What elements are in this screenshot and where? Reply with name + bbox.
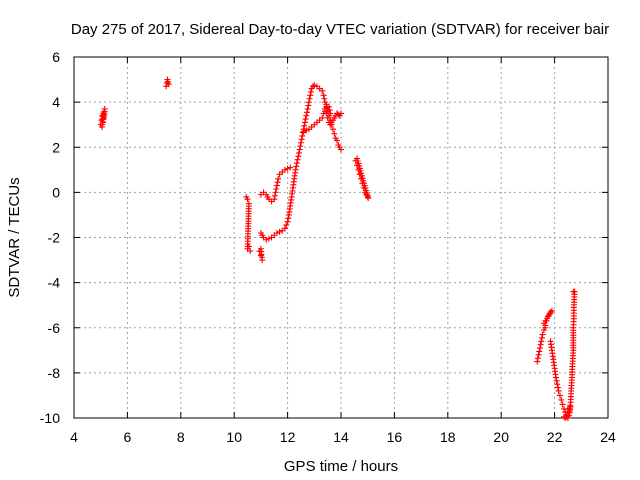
data-point	[330, 126, 336, 132]
data-point	[307, 92, 313, 98]
data-point	[556, 388, 562, 394]
x-tick-label: 8	[177, 429, 185, 445]
data-point	[272, 193, 278, 199]
y-tick-label: -4	[48, 275, 61, 291]
data-point	[321, 96, 327, 102]
data-point	[321, 92, 327, 98]
x-tick-label: 4	[70, 429, 78, 445]
y-tick-label: -6	[48, 320, 61, 336]
data-point	[285, 219, 291, 225]
data-point	[275, 179, 281, 185]
data-point	[534, 359, 540, 365]
data-point	[335, 112, 341, 118]
data-point	[299, 136, 305, 142]
data-point	[303, 116, 309, 122]
y-tick-label: -10	[40, 410, 60, 426]
x-tick-label: 16	[387, 429, 403, 445]
x-tick-label: 10	[226, 429, 242, 445]
data-point	[540, 332, 546, 338]
data-point	[293, 167, 299, 173]
data-point	[304, 109, 310, 115]
x-tick-label: 18	[440, 429, 456, 445]
data-point	[539, 335, 545, 341]
data-point	[294, 160, 300, 166]
data-point	[283, 222, 289, 228]
data-point	[560, 401, 566, 407]
series-sdtvar	[98, 77, 578, 421]
data-point	[555, 385, 561, 391]
data-point	[274, 183, 280, 189]
data-point	[331, 131, 337, 137]
data-point	[558, 397, 564, 403]
x-tick-label: 24	[600, 429, 616, 445]
data-point	[287, 165, 293, 171]
data-point	[297, 143, 303, 149]
y-axis-label: SDTVAR / TECUs	[6, 177, 23, 297]
data-point	[277, 229, 283, 235]
data-point	[273, 186, 279, 192]
data-point	[305, 103, 311, 109]
data-point	[535, 355, 541, 361]
y-tick-label: -8	[48, 365, 61, 381]
data-point	[266, 236, 272, 242]
x-tick-label: 14	[333, 429, 349, 445]
data-point	[308, 89, 314, 95]
data-point	[302, 119, 308, 125]
sdtvar-chart: 4 6 8 10 12 14 16 18 20 22 24-10-8-6-4-20246 Day 2…	[0, 0, 640, 480]
data-point	[285, 215, 291, 221]
data-point	[537, 345, 543, 351]
data-point	[285, 166, 291, 172]
data-point	[305, 106, 311, 112]
x-axis-label: GPS time / hours	[284, 458, 398, 475]
y-tick-label: 0	[52, 184, 60, 200]
x-tick-label: 22	[547, 429, 563, 445]
data-point	[307, 96, 313, 102]
data-point	[303, 113, 309, 119]
x-tick-label: 20	[493, 429, 509, 445]
x-tick-label: 12	[280, 429, 296, 445]
data-point	[293, 163, 299, 169]
y-tick-label: -2	[48, 230, 61, 246]
x-tick-label: 6	[124, 429, 132, 445]
y-tick-label: 4	[52, 94, 60, 110]
data-point	[297, 147, 303, 153]
data-point	[536, 352, 542, 358]
data-point	[298, 140, 304, 146]
data-point	[296, 150, 302, 156]
y-tick-label: 2	[52, 139, 60, 155]
data-point	[306, 99, 312, 105]
data-point	[536, 348, 542, 354]
data-point	[538, 338, 544, 344]
data-point	[299, 133, 305, 139]
data-point	[538, 342, 544, 348]
data-point	[295, 153, 301, 159]
data-point	[275, 176, 281, 182]
y-tick-label: 6	[52, 49, 60, 65]
data-point	[311, 82, 317, 88]
chart-title: Day 275 of 2017, Sidereal Day-to-day VTE…	[71, 21, 609, 38]
data-point	[554, 381, 560, 387]
data-point	[553, 374, 559, 380]
data-point	[295, 157, 301, 163]
data-point	[273, 189, 279, 195]
data-point	[557, 392, 563, 398]
